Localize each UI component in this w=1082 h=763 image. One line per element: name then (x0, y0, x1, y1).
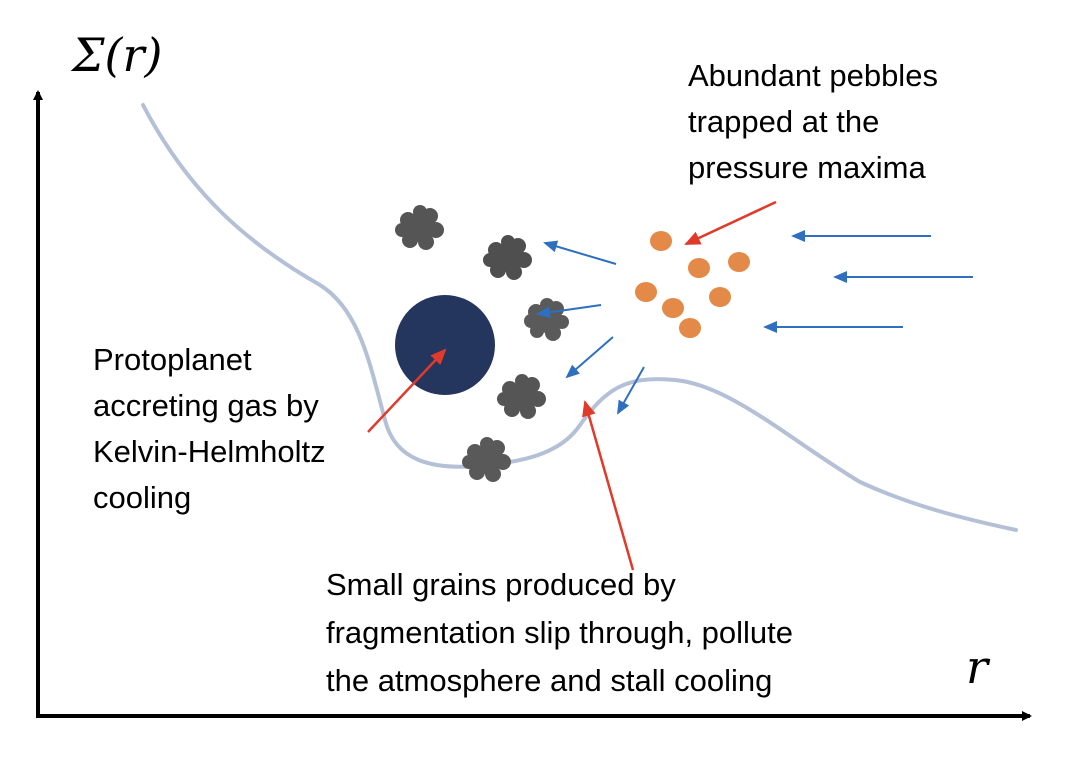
pebble (688, 258, 710, 278)
protoplanet-callout-arrow (367, 348, 447, 433)
protoplanet-annotation-line: Protoplanet (93, 342, 252, 377)
y-axis-label: Σ(r) (72, 28, 163, 82)
clump (395, 205, 444, 250)
protoplanet-disc (395, 295, 495, 395)
pebbles-annotation-line: Abundant pebbles (688, 58, 938, 93)
grains-annotation-line: the atmosphere and stall cooling (326, 663, 773, 698)
pebbles-annotation-line: pressure maxima (688, 150, 926, 185)
clump (483, 235, 532, 280)
pebbles-callout-arrow (684, 200, 777, 246)
surface-density-curve (141, 103, 1018, 532)
pebble (635, 282, 657, 302)
pebble (679, 318, 701, 338)
clump (524, 298, 569, 341)
flow-arrow (565, 336, 614, 379)
grains-annotation-line: Small grains produced by (326, 567, 676, 602)
pebbles-annotation-line: trapped at the (688, 104, 880, 139)
flow-arrow (543, 240, 617, 265)
flow-arrow (617, 366, 645, 415)
pebble (728, 252, 750, 272)
x-axis-label: r (966, 640, 988, 694)
pebble (650, 231, 672, 251)
flow-arrow (536, 304, 602, 319)
grains-callout-arrow (582, 400, 635, 571)
protoplanet-annotation-line: cooling (93, 480, 192, 515)
grains-annotation-line: fragmentation slip through, pollute (326, 615, 794, 650)
clump (497, 374, 546, 419)
pebble (709, 287, 731, 307)
pebble (662, 298, 684, 318)
protoplanet-annotation-line: accreting gas by (93, 388, 319, 423)
protoplanet-annotation-line: Kelvin-Helmholtz (93, 434, 326, 469)
clump (462, 437, 511, 482)
